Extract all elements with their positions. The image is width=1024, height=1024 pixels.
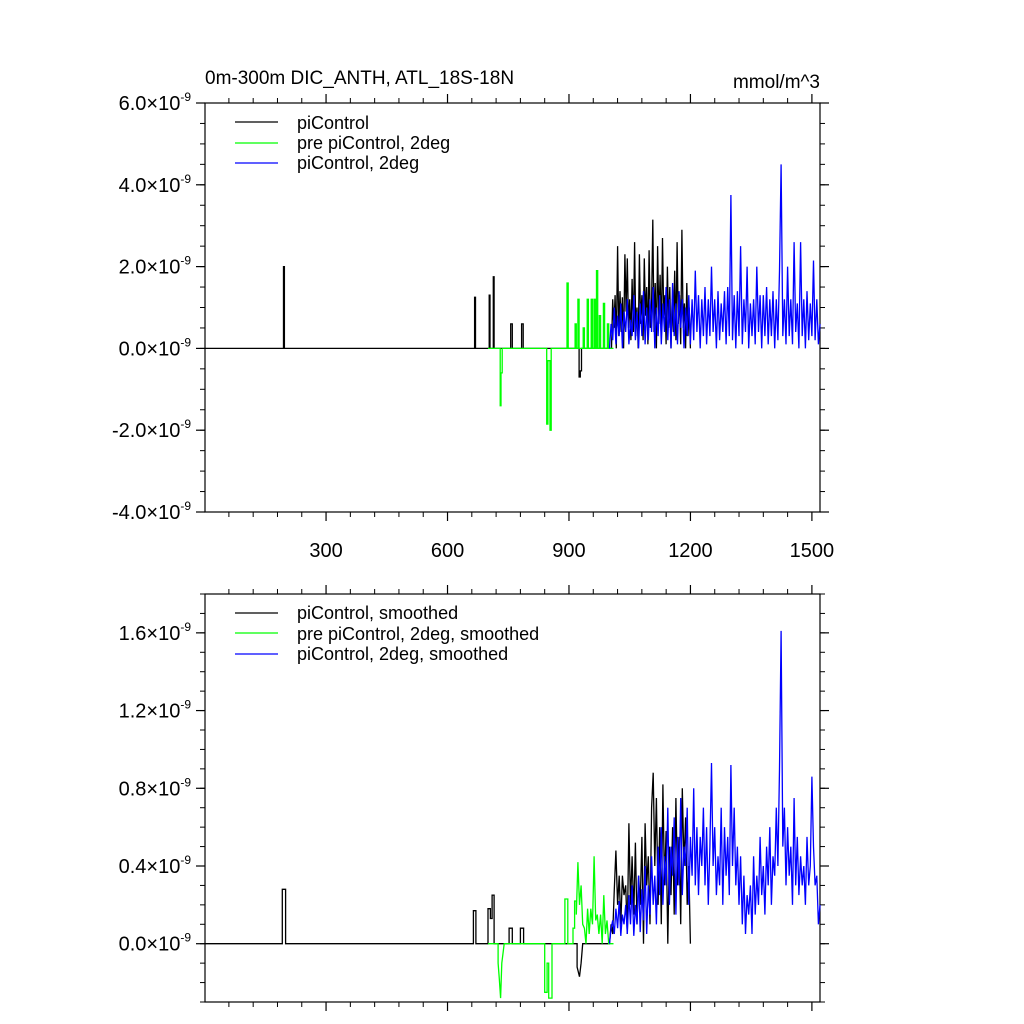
legend-label-pre-picontrol-2deg-smoothed: pre piControl, 2deg, smoothed: [297, 624, 539, 644]
legend-label-pre-picontrol-2deg: pre piControl, 2deg: [297, 133, 450, 153]
legend-label-picontrol-2deg-smoothed: piControl, 2deg, smoothed: [297, 644, 508, 664]
bottom-plot-frame: [204, 593, 821, 1003]
x-tick-label: 600: [431, 540, 464, 562]
bottom-series-group: [205, 630, 821, 999]
y-tick-label: 0.8×10-9: [119, 775, 192, 800]
bottom-axis-ticks: 0.0×10-9 0.4×10-9 0.8×10-9 1.2×10-9 1.6×10-9: [119, 585, 829, 1011]
top-legend: piControl pre piControl, 2deg piControl,…: [235, 113, 450, 173]
legend-label-picontrol-smoothed: piControl, smoothed: [297, 603, 458, 623]
y-tick-label: 4.0×10-9: [119, 172, 192, 197]
y-tick-label: 0.0×10-9: [119, 335, 192, 360]
bottom-legend: piControl, smoothed pre piControl, 2deg,…: [235, 603, 539, 664]
bottom-series-pre-picontrol-2deg-smoothed: [488, 856, 614, 999]
y-tick-label: -4.0×10-9: [112, 499, 191, 524]
x-tick-label: 1500: [790, 540, 835, 562]
legend-label-picontrol: piControl: [297, 113, 369, 133]
y-tick-label: 1.2×10-9: [119, 698, 192, 723]
chart-title: 0m-300m DIC_ANTH, ATL_18S-18N: [205, 68, 514, 89]
top-series-pre-picontrol-2deg: [488, 270, 614, 431]
bottom-series-picontrol-2deg-smoothed: [608, 630, 821, 944]
y-tick-label: 1.6×10-9: [119, 620, 192, 645]
top-series-picontrol-2deg: [608, 164, 821, 349]
y-tick-label: 6.0×10-9: [119, 90, 192, 115]
top-series-group: [205, 164, 821, 431]
units-label: mmol/m^3: [733, 72, 820, 93]
top-axis-ticks: 300 600 900 1200 1500 -4.0×10-9 -2.0×10-9 0.0×1…: [112, 90, 834, 562]
y-tick-label: -2.0×10-9: [112, 417, 191, 442]
y-tick-label: 0.4×10-9: [119, 853, 192, 878]
y-tick-label: 0.0×10-9: [119, 931, 192, 956]
x-tick-label: 300: [309, 540, 342, 562]
legend-label-picontrol-2deg: piControl, 2deg: [297, 153, 419, 173]
y-tick-label: 2.0×10-9: [119, 254, 192, 279]
x-tick-label: 900: [552, 540, 585, 562]
x-tick-label: 1200: [668, 540, 713, 562]
